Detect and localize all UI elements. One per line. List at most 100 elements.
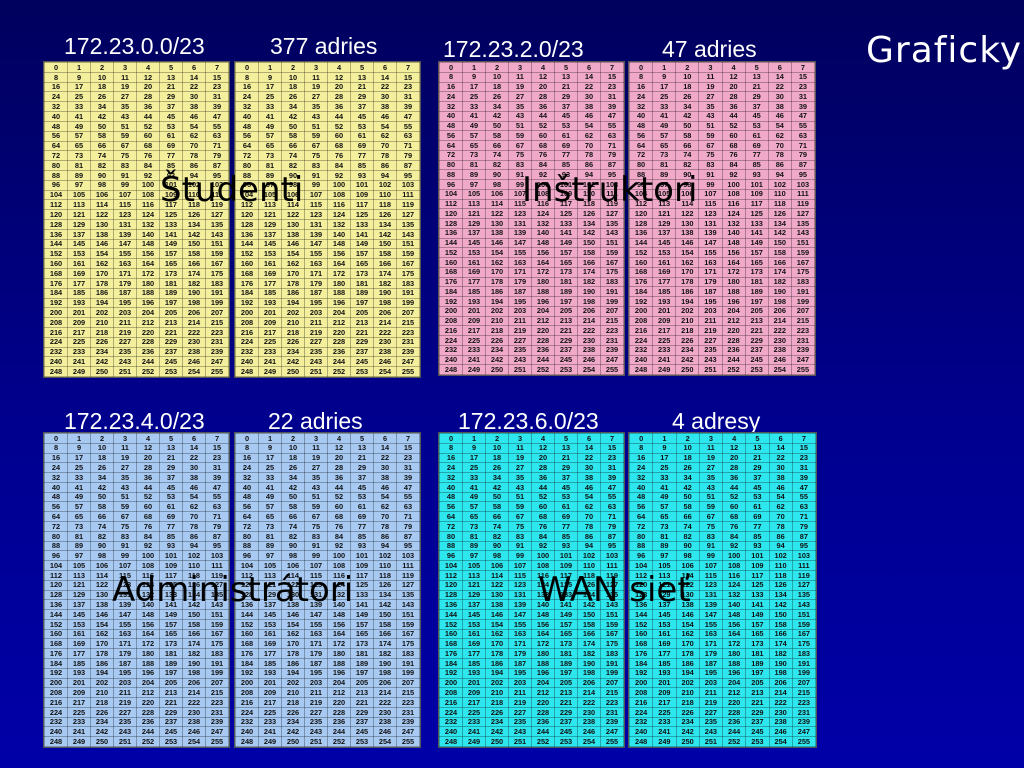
table-cell: 232 — [628, 344, 654, 356]
table-cell: 164 — [327, 628, 351, 640]
table-cell: 134 — [767, 218, 792, 229]
table-row: 184 185 186 187 188 189 190 191 — [235, 287, 420, 299]
table-cell: 49 — [258, 120, 282, 132]
table-cell: 87 — [205, 160, 229, 171]
table-cell: 123 — [113, 209, 137, 220]
table-cell: 63 — [790, 130, 816, 141]
table-cell: 183 — [205, 648, 229, 659]
table-row: 80 81 82 83 84 85 86 87 — [44, 160, 229, 171]
table-cell: 206 — [182, 677, 206, 689]
table-cell: 122 — [485, 579, 509, 591]
table-cell: 158 — [182, 248, 206, 260]
table-row: 152 153 154 155 156 157 158 159 — [44, 248, 229, 260]
table-cell: 88 — [628, 540, 654, 552]
table-cell: 68 — [136, 140, 160, 152]
table-cell: 125 — [554, 208, 578, 219]
table-cell: 203 — [113, 307, 137, 319]
table-cell: 149 — [554, 237, 578, 249]
table-cell: 65 — [462, 140, 486, 151]
table-cell: 38 — [373, 101, 397, 113]
table-cell: 122 — [90, 579, 114, 591]
table-cell: 13 — [159, 442, 183, 454]
table-cell: 141 — [554, 227, 578, 239]
table-cell: 216 — [44, 326, 68, 338]
table-cell: 150 — [182, 238, 206, 250]
table-cell: 130 — [485, 218, 509, 229]
table-cell: 188 — [327, 287, 351, 299]
table-cell: 70 — [577, 511, 601, 523]
table-cell: 69 — [350, 511, 374, 523]
address-grid: 0 1 2 3 4 5 6 7 8 9 10 11 12 13 14 15 16 17 18 19 20 21 22 23 24… — [43, 432, 230, 748]
table-cell: 46 — [767, 110, 792, 122]
table-row: 248 249 250 251 252 253 254 255 — [44, 736, 229, 747]
table-cell: 231 — [205, 336, 229, 348]
table-cell: 25 — [258, 462, 282, 474]
table-row: 240 241 242 243 244 245 246 247 — [235, 726, 420, 738]
table-cell: 116 — [721, 198, 746, 210]
table-cell: 11 — [508, 71, 532, 83]
table-cell: 184 — [44, 287, 68, 299]
table-cell: 63 — [600, 130, 624, 141]
table-cell: 65 — [67, 140, 91, 152]
table-cell: 189 — [554, 286, 578, 297]
table-cell: 73 — [67, 150, 91, 162]
table-cell: 104 — [44, 560, 68, 571]
table-cell: 230 — [768, 706, 793, 718]
table-cell: 88 — [439, 169, 463, 180]
table-cell: 241 — [462, 726, 486, 738]
table-cell: 11 — [698, 71, 723, 83]
table-cell: 77 — [159, 521, 183, 532]
table-row: 240 241 242 243 244 245 246 247 — [628, 354, 816, 366]
table-cell: 138 — [90, 228, 114, 240]
table-cell: 185 — [67, 657, 91, 669]
table-row: 144 145 146 147 148 149 150 151 — [628, 237, 816, 249]
table-row: 168 169 170 171 172 173 174 175 — [628, 638, 817, 650]
table-row: 160 161 162 163 164 165 166 167 — [628, 257, 816, 268]
table-cell: 79 — [791, 521, 817, 532]
table-row: 224 225 226 227 228 229 230 231 — [439, 706, 624, 718]
table-row: 104 105 106 107 108 109 110 111 — [439, 560, 624, 571]
table-row: 128 129 130 131 132 133 134 135 — [439, 218, 624, 229]
table-cell: 166 — [182, 628, 206, 640]
table-cell: 177 — [258, 277, 282, 289]
table-cell: 28 — [721, 91, 746, 102]
table-cell: 238 — [767, 344, 792, 356]
table-cell: 82 — [675, 159, 700, 171]
table-cell: 0 — [235, 433, 259, 444]
table-cell: 141 — [350, 599, 374, 611]
table-row: 32 33 34 35 36 37 38 39 — [44, 101, 229, 113]
table-cell: 73 — [258, 150, 282, 162]
table-cell: 167 — [600, 257, 624, 268]
table-row: 176 177 178 179 180 181 182 183 — [628, 276, 816, 288]
table-cell: 83 — [698, 530, 724, 542]
table-cell: 43 — [113, 111, 137, 122]
table-cell: 23 — [205, 81, 229, 93]
table-cell: 152 — [628, 247, 654, 258]
table-cell: 174 — [768, 638, 793, 650]
table-cell: 80 — [628, 530, 654, 542]
table-row: 160 161 162 163 164 165 166 167 — [439, 257, 624, 268]
table-cell: 219 — [698, 325, 723, 336]
table-cell: 169 — [258, 268, 282, 279]
table-cell: 42 — [675, 481, 700, 493]
table-cell: 222 — [577, 325, 601, 336]
table-cell: 1 — [67, 62, 91, 73]
table-cell: 215 — [600, 315, 624, 327]
table-cell: 234 — [281, 716, 305, 728]
table-cell: 24 — [235, 91, 259, 103]
table-cell: 167 — [790, 257, 816, 268]
table-cell: 208 — [235, 317, 259, 328]
table-cell: 226 — [90, 706, 114, 718]
table-cell: 179 — [304, 648, 328, 659]
table-cell: 170 — [675, 266, 700, 278]
table-cell: 8 — [628, 71, 654, 83]
table-cell: 242 — [281, 356, 305, 368]
table-cell: 121 — [67, 579, 91, 591]
table-row: 232 233 234 235 236 237 238 239 — [628, 716, 817, 728]
table-cell: 211 — [508, 687, 532, 699]
table-cell: 68 — [721, 140, 746, 151]
table-cell: 151 — [396, 609, 420, 620]
table-cell: 54 — [373, 120, 397, 132]
table-cell: 87 — [205, 530, 229, 542]
table-cell: 34 — [281, 472, 305, 483]
